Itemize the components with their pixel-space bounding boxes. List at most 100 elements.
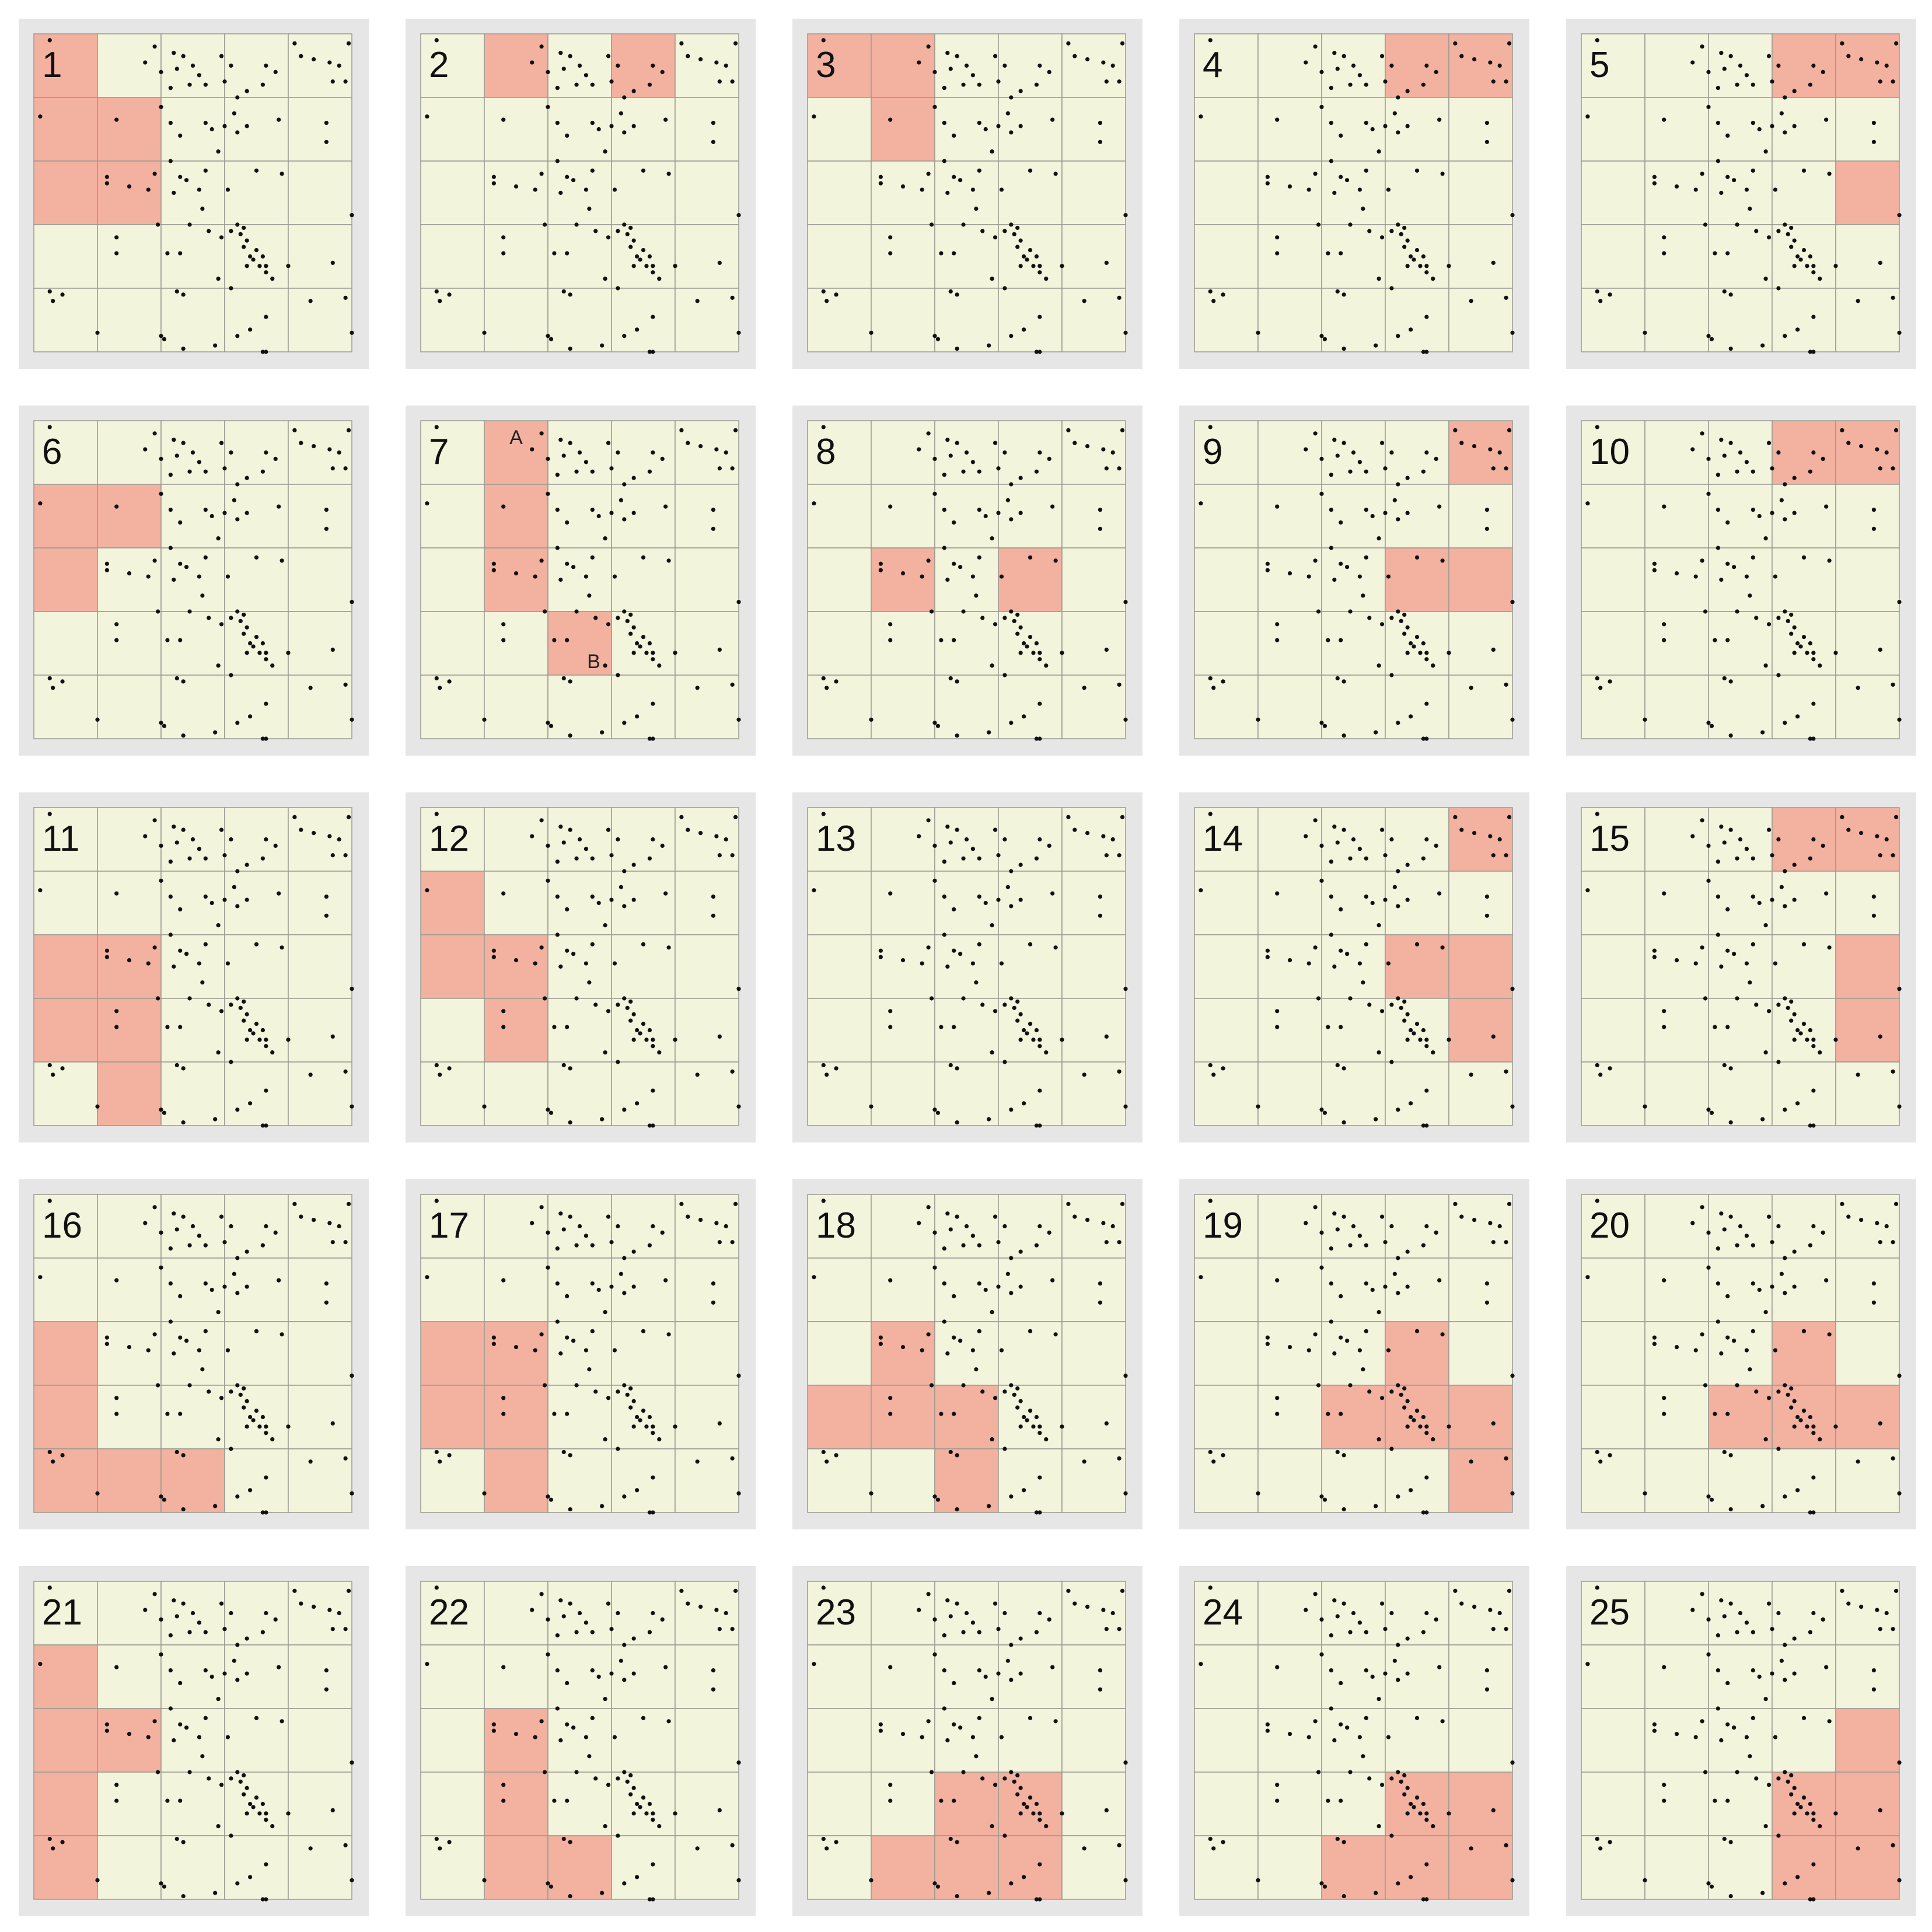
- data-point: [248, 1875, 253, 1879]
- grid-cell: [1257, 1708, 1322, 1773]
- data-point: [1424, 450, 1429, 455]
- data-point: [926, 431, 931, 436]
- data-point: [1304, 834, 1308, 839]
- data-point: [1329, 508, 1333, 512]
- data-point: [447, 1840, 452, 1844]
- data-point: [1072, 441, 1077, 445]
- grid-cell: [1257, 998, 1322, 1063]
- data-point: [1859, 1218, 1864, 1222]
- data-point: [1504, 1069, 1508, 1074]
- data-point: [952, 1412, 956, 1416]
- panel-number: 5: [1589, 45, 1609, 85]
- data-point: [1389, 1447, 1394, 1451]
- data-point: [983, 513, 988, 519]
- grid-cell: [1061, 934, 1126, 999]
- grid-cell: [1194, 1581, 1259, 1645]
- data-point: [717, 466, 722, 471]
- data-point: [184, 952, 189, 956]
- grid-cell: [934, 998, 999, 1063]
- data-point: [203, 895, 208, 899]
- data-point: [1773, 1735, 1778, 1739]
- data-point: [1098, 913, 1102, 918]
- data-point: [155, 1770, 160, 1774]
- highlighted-cell: [1321, 1385, 1386, 1449]
- data-point: [1329, 1319, 1333, 1324]
- data-point: [561, 840, 566, 845]
- data-point: [1066, 428, 1071, 432]
- data-point: [181, 1840, 186, 1844]
- data-point: [945, 1211, 950, 1216]
- data-point: [888, 251, 893, 256]
- data-point: [964, 1224, 969, 1229]
- data-point: [1044, 1050, 1049, 1055]
- data-point: [1037, 1037, 1042, 1042]
- data-point: [609, 897, 614, 902]
- data-point: [312, 1605, 316, 1609]
- data-point: [942, 546, 946, 550]
- data-point: [587, 1367, 592, 1372]
- grid-cell: [871, 1708, 935, 1773]
- data-point: [631, 897, 636, 902]
- data-point: [1424, 1475, 1429, 1480]
- grid-cell: [97, 420, 162, 485]
- data-point: [1412, 1805, 1416, 1809]
- data-point: [1319, 456, 1324, 462]
- data-point: [270, 1437, 275, 1442]
- data-point: [1716, 895, 1720, 899]
- data-point: [625, 232, 630, 236]
- data-point: [1383, 79, 1388, 84]
- data-point: [1117, 295, 1122, 300]
- data-point: [1783, 1494, 1787, 1499]
- data-point: [1754, 1389, 1759, 1394]
- data-point: [264, 1424, 268, 1429]
- data-point: [948, 1836, 953, 1842]
- data-point: [1510, 330, 1515, 335]
- data-point: [152, 1205, 157, 1210]
- data-point: [1751, 1281, 1755, 1286]
- grid-cell: [160, 871, 225, 935]
- data-point: [1376, 1437, 1381, 1442]
- data-point: [1491, 1808, 1496, 1812]
- data-point: [1751, 1630, 1755, 1634]
- data-point: [888, 638, 893, 642]
- data-point: [1792, 124, 1797, 128]
- data-point: [1716, 932, 1720, 937]
- data-point: [324, 1687, 329, 1692]
- data-point: [1801, 1409, 1807, 1413]
- data-point: [1012, 1005, 1016, 1010]
- data-point: [244, 476, 249, 480]
- data-point: [1034, 1801, 1039, 1807]
- data-point: [1840, 1588, 1844, 1593]
- data-point: [95, 1878, 100, 1882]
- data-point: [888, 504, 893, 509]
- data-point: [159, 878, 163, 883]
- data-point: [1751, 555, 1755, 560]
- data-point: [1275, 1009, 1280, 1014]
- data-point: [1386, 574, 1391, 579]
- data-point: [1805, 1037, 1809, 1042]
- data-point: [254, 1329, 259, 1333]
- data-point: [1361, 207, 1365, 211]
- data-point: [730, 295, 735, 300]
- data-point: [1811, 1431, 1816, 1435]
- data-point: [1735, 1770, 1739, 1774]
- data-point: [229, 1610, 233, 1616]
- data-point: [714, 1221, 719, 1225]
- data-point: [1208, 1199, 1213, 1203]
- grid-cell: [1321, 1448, 1386, 1513]
- data-point: [1766, 441, 1772, 445]
- data-point: [558, 1351, 563, 1356]
- data-point: [711, 895, 715, 899]
- grid-cell: [288, 1772, 352, 1836]
- data-point: [955, 346, 959, 351]
- data-point: [260, 1897, 265, 1902]
- data-point: [1383, 511, 1388, 515]
- data-point: [1341, 733, 1346, 738]
- data-point: [1015, 612, 1020, 617]
- data-point: [1002, 1833, 1007, 1838]
- data-point: [565, 907, 570, 911]
- panel-number: 4: [1203, 45, 1222, 85]
- data-point: [270, 277, 275, 281]
- data-point: [603, 277, 607, 281]
- data-point: [219, 1214, 224, 1219]
